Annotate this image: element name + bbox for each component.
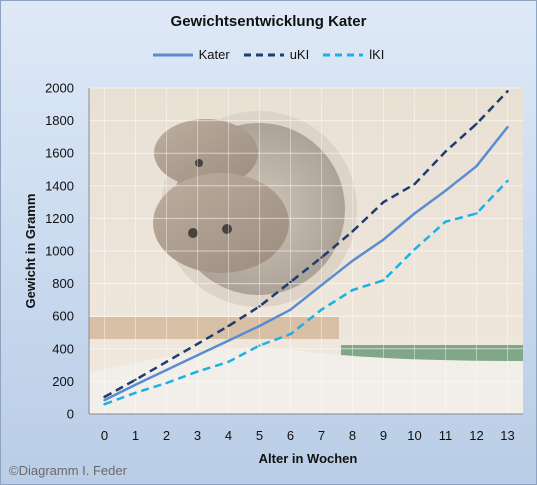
point-uki-4 — [227, 324, 230, 328]
series-line-kater — [103, 126, 509, 402]
point-lki-13 — [506, 179, 509, 183]
point-kater-10 — [413, 212, 416, 215]
point-lki-2 — [165, 381, 168, 385]
legend-swatch-kater — [152, 53, 193, 56]
x-tick-label: 7 — [318, 428, 325, 443]
x-tick-label: 11 — [439, 428, 453, 443]
point-kater-1 — [134, 383, 137, 386]
point-uki-13 — [506, 90, 509, 93]
point-uki-12 — [475, 122, 478, 126]
y-tick-label: 800 — [52, 276, 74, 291]
point-lki-11 — [444, 220, 447, 223]
x-tick-label: 3 — [194, 428, 201, 443]
legend-item-uki: uKI — [243, 47, 310, 62]
y-axis-title: Gewicht in Gramm — [23, 194, 38, 309]
point-uki-9 — [382, 200, 385, 204]
y-tick-label: 400 — [52, 341, 74, 356]
point-kater-4 — [227, 339, 230, 342]
legend: Kater uKI lKI — [1, 47, 536, 62]
x-tick-label: 2 — [163, 428, 170, 443]
point-kater-6 — [289, 308, 292, 311]
y-tick-label: 600 — [52, 309, 74, 324]
point-uki-10 — [413, 182, 416, 186]
x-tick-label: 12 — [469, 428, 483, 443]
x-tick-label: 13 — [500, 428, 514, 443]
y-tick-label: 1200 — [45, 211, 74, 226]
x-axis-title: Alter in Wochen — [259, 451, 358, 466]
point-lki-4 — [227, 360, 230, 364]
point-lki-0 — [103, 403, 106, 406]
legend-swatch-uki — [243, 53, 284, 56]
point-uki-11 — [444, 150, 447, 153]
credit-text: ©Diagramm I. Feder — [9, 463, 127, 478]
point-kater-3 — [196, 354, 199, 357]
y-tick-label: 2000 — [45, 81, 74, 96]
legend-swatch-lki — [323, 53, 364, 56]
x-tick-label: 0 — [101, 428, 108, 443]
point-uki-2 — [165, 360, 168, 364]
point-kater-7 — [320, 284, 323, 287]
point-lki-6 — [289, 332, 292, 336]
point-uki-3 — [196, 342, 199, 346]
x-tick-label: 1 — [132, 428, 139, 443]
point-uki-5 — [258, 305, 261, 308]
x-tick-label: 10 — [407, 428, 421, 443]
x-tick-label: 4 — [225, 428, 232, 443]
point-kater-13 — [506, 125, 509, 129]
point-kater-9 — [382, 238, 385, 241]
point-uki-1 — [134, 378, 137, 381]
point-kater-12 — [475, 165, 478, 168]
point-kater-8 — [351, 259, 354, 262]
series-line-uki — [103, 90, 509, 398]
y-tick-label: 200 — [52, 374, 74, 389]
y-tick-label: 1400 — [45, 178, 74, 193]
legend-item-kater: Kater — [152, 47, 230, 62]
x-tick-label: 5 — [256, 428, 263, 443]
legend-item-lki: lKI — [323, 47, 384, 62]
x-tick-label: 6 — [287, 428, 294, 443]
legend-label-kater: Kater — [198, 47, 230, 62]
axes — [88, 88, 523, 415]
point-uki-6 — [289, 280, 292, 284]
x-tick-label: 9 — [380, 428, 387, 443]
point-uki-0 — [103, 395, 106, 399]
point-lki-12 — [475, 212, 478, 215]
point-uki-8 — [351, 230, 354, 233]
point-uki-7 — [320, 256, 323, 259]
x-tick-label: 8 — [349, 428, 356, 443]
legend-label-uki: uKI — [289, 47, 310, 62]
point-lki-3 — [196, 370, 199, 373]
point-kater-11 — [444, 189, 447, 192]
point-lki-7 — [320, 308, 323, 311]
y-tick-label: 1600 — [45, 146, 74, 161]
series-lines — [103, 90, 509, 406]
legend-label-lki: lKI — [369, 47, 385, 62]
point-kater-0 — [103, 398, 106, 402]
point-lki-5 — [258, 344, 261, 347]
y-tick-label: 1800 — [45, 113, 74, 128]
point-lki-9 — [382, 279, 385, 282]
y-tick-label: 0 — [67, 407, 74, 422]
point-kater-2 — [165, 368, 168, 372]
point-lki-1 — [134, 391, 137, 395]
series-line-lki — [104, 180, 509, 406]
y-tick-label: 1000 — [45, 244, 74, 259]
point-lki-8 — [351, 288, 354, 292]
point-kater-5 — [258, 324, 261, 328]
point-lki-10 — [413, 248, 416, 251]
chart-title: Gewichtsentwicklung Kater — [170, 13, 367, 30]
